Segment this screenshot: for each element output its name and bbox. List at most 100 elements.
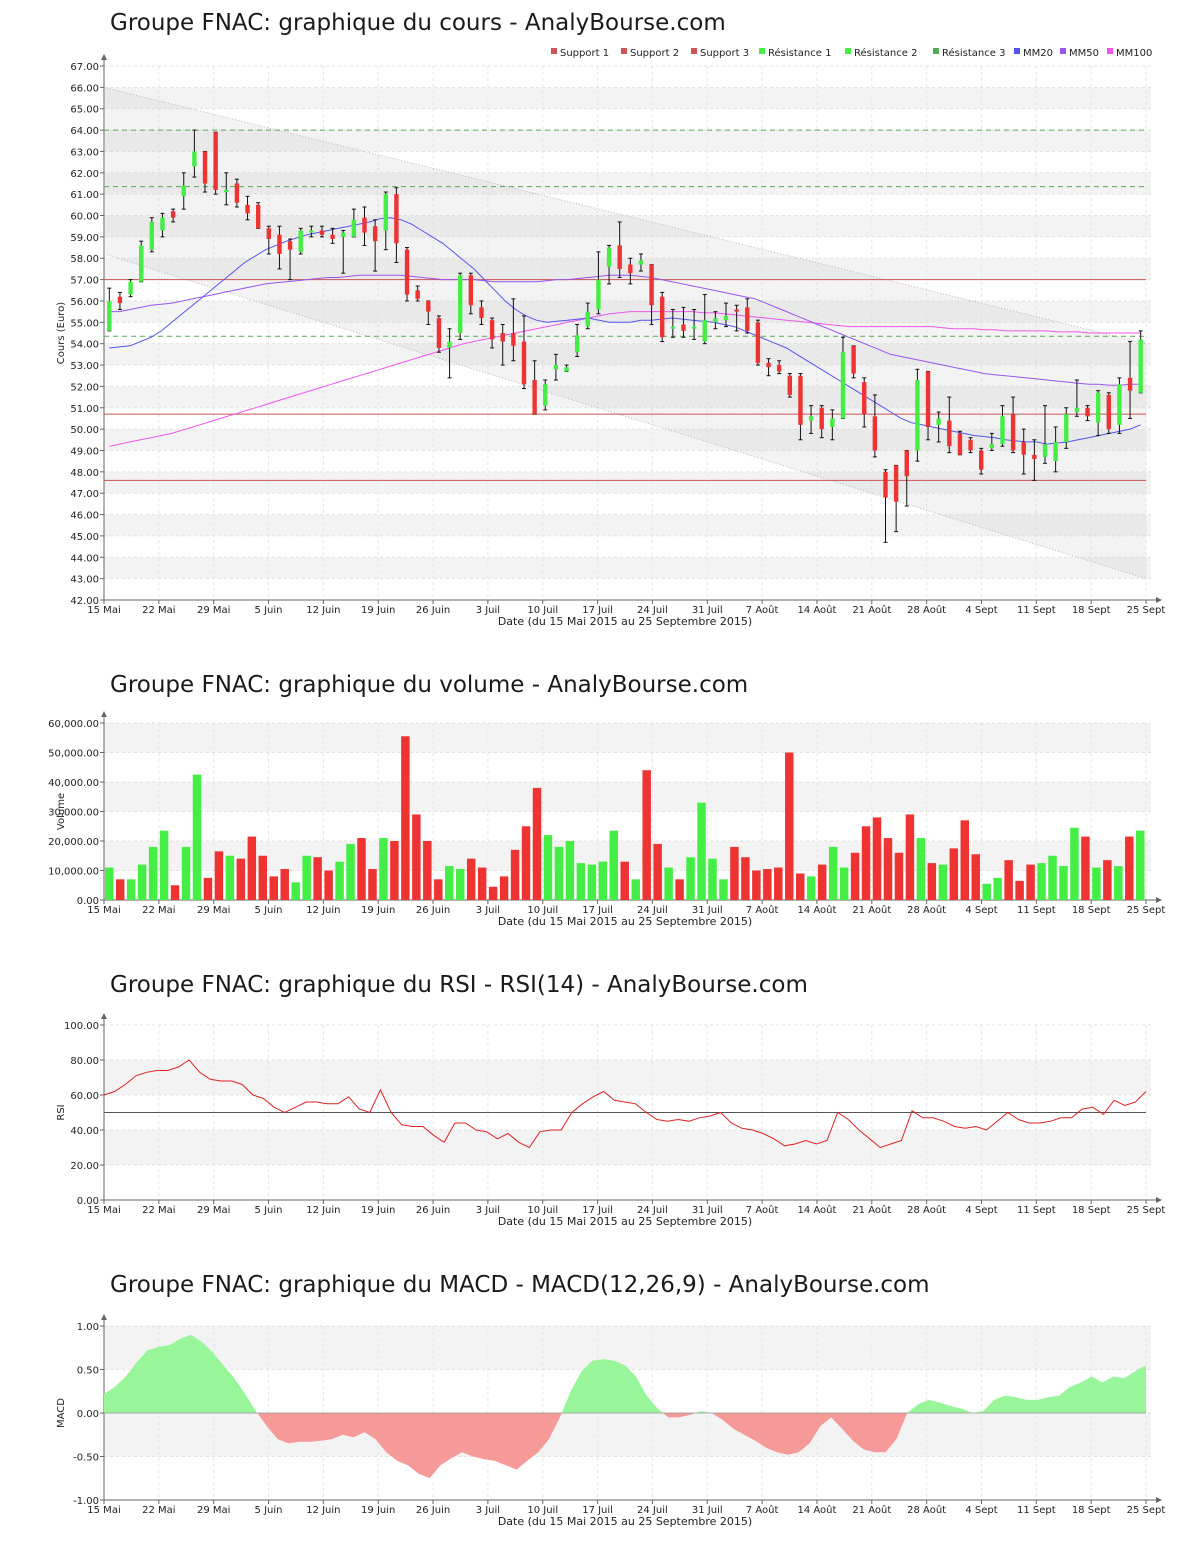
x-tick-label: 3 Juil: [476, 905, 500, 916]
candle-up: [341, 232, 346, 237]
y-tick-label: 43.00: [70, 575, 99, 586]
volume-bar-up: [631, 879, 640, 900]
price-chart: 42.00 43.00 44.00 45.00 46.00 47.00 48.00 49.00…: [56, 47, 1166, 628]
volume-bar-down: [872, 817, 882, 900]
volume-chart-panel: Groupe FNAC: graphique du volume - Analy…: [0, 660, 1200, 950]
y-tick-label: 1.00: [77, 1322, 99, 1333]
volume-bar-down: [730, 846, 739, 900]
volume-bar-up: [554, 846, 564, 900]
x-tick-label: 14 Août: [797, 1504, 836, 1516]
legend-swatch: [1014, 48, 1020, 54]
x-tick-label: 11 Sept: [1017, 1205, 1056, 1216]
grid-band: [104, 386, 1151, 408]
x-tick-label: 3 Juil: [476, 1205, 500, 1216]
x-tick-label: 7 Août: [746, 604, 779, 616]
volume-bar-down: [653, 843, 662, 900]
volume-bar-down: [752, 870, 761, 900]
candle-up: [128, 281, 133, 295]
x-tick-label: 24 Juil: [637, 1205, 668, 1216]
candle-down: [500, 333, 505, 342]
y-tick-label: 60.00: [70, 212, 99, 223]
candle-up: [107, 300, 112, 331]
candle-up: [160, 217, 165, 231]
candle-up: [224, 189, 229, 193]
mm100-line: [109, 311, 1141, 447]
candle-down: [1085, 407, 1090, 417]
legend-label: Résistance 3: [942, 47, 1005, 59]
x-tick-label: 4 Sept: [965, 605, 997, 616]
candle-down: [415, 290, 420, 299]
y-tick-label: 50.00: [70, 425, 99, 436]
candle-up: [192, 151, 197, 167]
volume-bar-down: [477, 867, 487, 900]
volume-bar-down: [214, 851, 224, 900]
candle-down: [787, 375, 793, 395]
y-tick-label: 30,000.00: [48, 808, 99, 819]
candle-up: [149, 221, 155, 250]
candle-up: [447, 341, 452, 348]
y-tick-label: 40,000.00: [48, 778, 99, 789]
volume-bar-down: [960, 820, 970, 900]
volume-bar-up: [445, 866, 454, 900]
y-tick-label: 10,000.00: [48, 867, 99, 878]
volume-bar-up: [587, 864, 597, 900]
candle-up: [543, 384, 548, 406]
x-axis-arrow: [1156, 1197, 1162, 1203]
legend-label: Support 3: [700, 48, 749, 59]
x-tick-label: 11 Sept: [1017, 1505, 1056, 1516]
trend-line-lower: [103, 253, 1147, 580]
legend-swatch: [1107, 48, 1113, 54]
x-tick-label: 10 Juil: [527, 1505, 558, 1516]
volume-bar-down: [927, 863, 937, 900]
candle-up: [351, 219, 357, 237]
volume-bar-down: [774, 867, 783, 900]
x-tick-label: 15 Mai: [87, 905, 120, 916]
candle-down: [904, 450, 909, 477]
candle-down: [1127, 377, 1133, 391]
y-tick-label: 20,000.00: [48, 837, 99, 848]
volume-bar-down: [1125, 836, 1134, 900]
volume-bar-down: [1026, 864, 1035, 900]
y-tick-label: 62.00: [70, 169, 99, 180]
volume-bar-up: [664, 867, 673, 900]
grid-band: [104, 87, 1151, 109]
volume-bar-up: [126, 879, 136, 900]
x-tick-label: 22 Mai: [142, 1505, 175, 1516]
legend-swatch: [551, 48, 557, 54]
volume-bar-up: [1070, 827, 1079, 900]
volume-bar-down: [412, 814, 421, 900]
y-tick-label: 44.00: [70, 553, 99, 564]
x-tick-label: 12 Juin: [306, 1205, 340, 1216]
volume-bar-up: [302, 855, 311, 900]
candle-down: [660, 296, 665, 338]
x-tick-label: 5 Juin: [255, 605, 283, 616]
grid-band: [104, 557, 1151, 579]
x-tick-label: 29 Mai: [197, 1505, 230, 1516]
volume-bar-down: [401, 736, 410, 900]
volume-bar-down: [1015, 880, 1024, 900]
candle-down: [925, 371, 931, 427]
x-tick-label: 15 Mai: [87, 1205, 120, 1216]
x-tick-label: 19 Juin: [361, 1505, 395, 1516]
volume-bar-down: [488, 886, 498, 900]
candle-down: [489, 320, 495, 340]
x-tick-label: 5 Juin: [255, 1205, 283, 1216]
candle-up: [564, 367, 569, 372]
x-tick-label: 25 Sept: [1127, 605, 1166, 616]
volume-bar-up: [609, 830, 619, 900]
candle-down: [468, 275, 474, 306]
candle-up: [585, 311, 590, 327]
x-tick-label: 18 Sept: [1072, 605, 1111, 616]
y-tick-label: 0.00: [77, 1196, 99, 1207]
volume-bar-down: [883, 838, 893, 900]
y-tick-label: 51.00: [70, 404, 99, 415]
grid-band: [104, 130, 1151, 152]
volume-bar-down: [971, 854, 980, 900]
volume-bar-down: [357, 838, 366, 900]
candle-down: [330, 234, 335, 240]
x-tick-label: 4 Sept: [965, 1205, 997, 1216]
candle-down: [893, 465, 899, 502]
grid-band: [104, 1413, 1151, 1457]
y-tick-label: 0.50: [77, 1366, 99, 1377]
y-axis-arrow: [101, 1314, 107, 1320]
